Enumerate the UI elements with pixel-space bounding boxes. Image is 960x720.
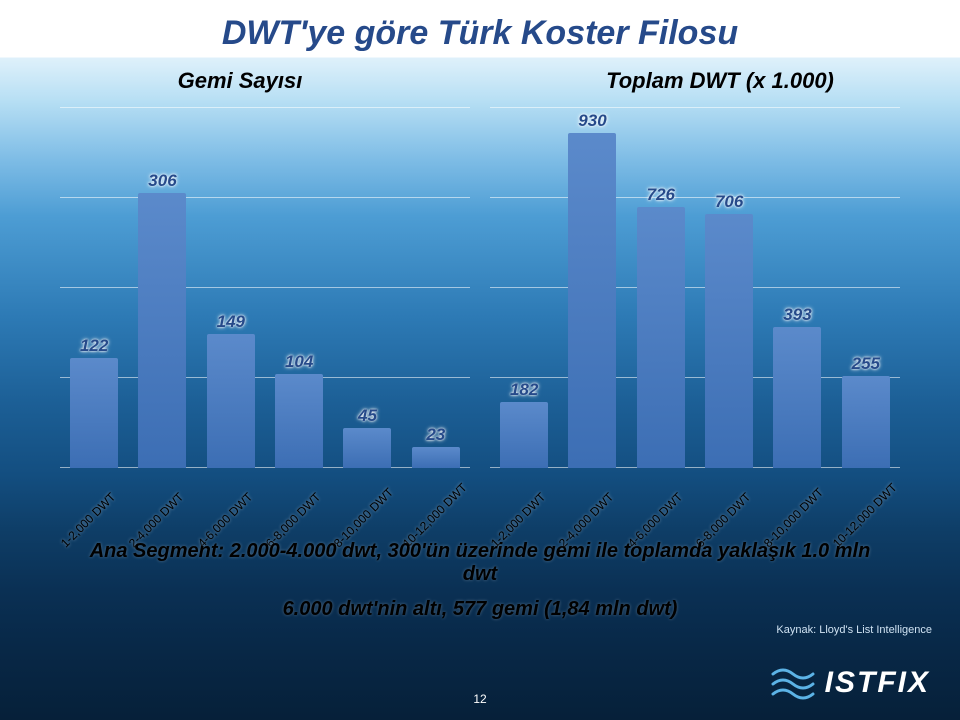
bar-wrap: 255 <box>842 354 890 468</box>
bar-value-label: 393 <box>783 305 811 325</box>
bar-wrap: 930 <box>568 111 616 468</box>
logo-text: ISTFIX <box>825 666 930 700</box>
bar-value-label: 182 <box>510 380 538 400</box>
bar-wrap: 45 <box>343 406 391 469</box>
bar-wrap: 182 <box>500 380 548 468</box>
chart-right: 182930726706393255 1-2,000 DWT2-4,000 DW… <box>490 108 900 468</box>
bar <box>412 447 460 468</box>
bar-value-label: 104 <box>285 352 313 372</box>
chart-left-xlabels: 1-2,000 DWT2-4,000 DWT4-6,000 DWT6-8,000… <box>60 510 470 524</box>
bar <box>773 327 821 468</box>
bar-wrap: 306 <box>138 171 186 468</box>
bar-wrap: 23 <box>412 425 460 468</box>
bar-wrap: 122 <box>70 336 118 468</box>
bar-wrap: 706 <box>705 192 753 468</box>
bar <box>207 334 255 468</box>
bar-value-label: 706 <box>715 192 743 212</box>
bar-value-label: 255 <box>852 354 880 374</box>
bar-value-label: 149 <box>217 312 245 332</box>
bar-wrap: 104 <box>275 352 323 468</box>
bar-value-label: 122 <box>80 336 108 356</box>
bar-value-label: 45 <box>358 406 377 426</box>
wave-icon <box>771 666 815 700</box>
bar-value-label: 726 <box>647 185 675 205</box>
chart-right-bars: 182 930 726 706 393 255 <box>490 108 900 468</box>
bar <box>275 374 323 468</box>
bar-wrap: 726 <box>637 185 685 468</box>
chart-left: 1223061491044523 1-2,000 DWT2-4,000 DWT4… <box>60 108 470 468</box>
bar <box>70 358 118 468</box>
subtitle-left: Gemi Sayısı <box>0 68 480 94</box>
chart-right-xlabels: 1-2,000 DWT2-4,000 DWT4-6,000 DWT6-8,000… <box>490 510 900 524</box>
subtitle-right: Toplam DWT (x 1.000) <box>480 68 960 94</box>
bar-value-label: 306 <box>148 171 176 191</box>
caption-under-6000: 6.000 dwt'nin altı, 577 gemi (1,84 mln d… <box>0 598 960 621</box>
istfix-logo: ISTFIX <box>771 666 930 700</box>
bar <box>138 193 186 468</box>
bar <box>705 214 753 468</box>
bar <box>500 402 548 468</box>
subtitles-row: Gemi Sayısı Toplam DWT (x 1.000) <box>0 68 960 94</box>
bar <box>568 133 616 468</box>
charts-container: 1223061491044523 1-2,000 DWT2-4,000 DWT4… <box>60 108 900 468</box>
bar <box>343 428 391 469</box>
bar-wrap: 149 <box>207 312 255 468</box>
caption-main-segment: Ana Segment: 2.000-4.000 dwt, 300'ün üze… <box>0 540 960 586</box>
data-source: Kaynak: Lloyd's List Intelligence <box>776 624 932 636</box>
chart-left-bars: 122 306 149 104 45 23 <box>60 108 470 468</box>
bar-wrap: 393 <box>773 305 821 468</box>
bar-value-label: 930 <box>578 111 606 131</box>
bar <box>637 207 685 468</box>
bar <box>842 376 890 468</box>
bar-value-label: 23 <box>426 425 445 445</box>
page-title: DWT'ye göre Türk Koster Filosu <box>0 14 960 53</box>
